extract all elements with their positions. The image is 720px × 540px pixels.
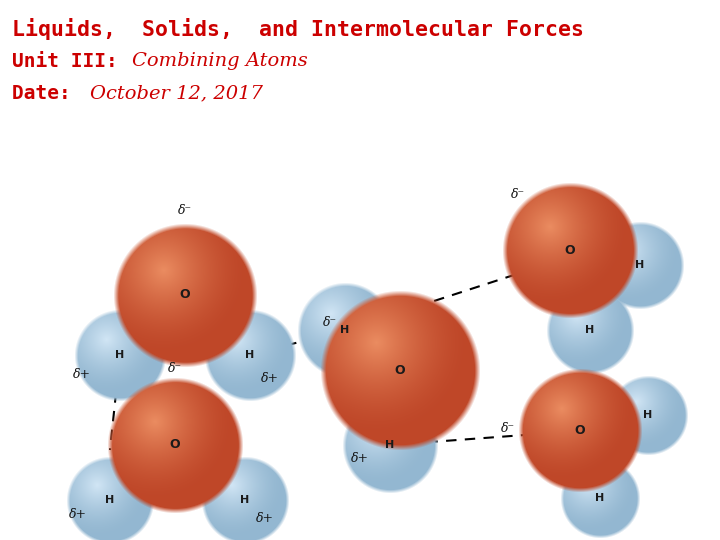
Text: δ+: δ+: [73, 368, 91, 381]
Text: δ⁻: δ⁻: [168, 361, 182, 375]
Text: δ⁻: δ⁻: [323, 315, 337, 328]
Text: H: H: [240, 495, 250, 505]
Text: δ+: δ+: [256, 511, 274, 524]
Text: H: H: [385, 440, 395, 450]
Text: H: H: [585, 325, 595, 335]
Text: Date:: Date:: [12, 84, 94, 103]
Text: H: H: [644, 410, 652, 420]
Text: Unit III:: Unit III:: [12, 52, 141, 71]
Text: October 12, 2017: October 12, 2017: [90, 84, 263, 102]
Text: O: O: [575, 423, 585, 436]
Text: δ+: δ+: [351, 451, 369, 464]
Text: Combining Atoms: Combining Atoms: [132, 52, 307, 70]
Text: δ+: δ+: [69, 509, 87, 522]
Text: O: O: [395, 363, 405, 376]
Text: δ⁻: δ⁻: [178, 204, 192, 217]
Text: O: O: [564, 244, 575, 256]
Text: H: H: [635, 260, 644, 270]
Text: Liquids,  Solids,  and Intermolecular Forces: Liquids, Solids, and Intermolecular Forc…: [12, 18, 584, 40]
Text: δ⁻: δ⁻: [501, 422, 515, 435]
Text: H: H: [115, 350, 125, 360]
Text: O: O: [170, 438, 180, 451]
Text: δ+: δ+: [261, 372, 279, 384]
Text: O: O: [180, 288, 190, 301]
Text: δ⁻: δ⁻: [511, 188, 525, 201]
Text: H: H: [595, 493, 605, 503]
Text: H: H: [341, 325, 350, 335]
Text: H: H: [246, 350, 255, 360]
Text: H: H: [105, 495, 114, 505]
